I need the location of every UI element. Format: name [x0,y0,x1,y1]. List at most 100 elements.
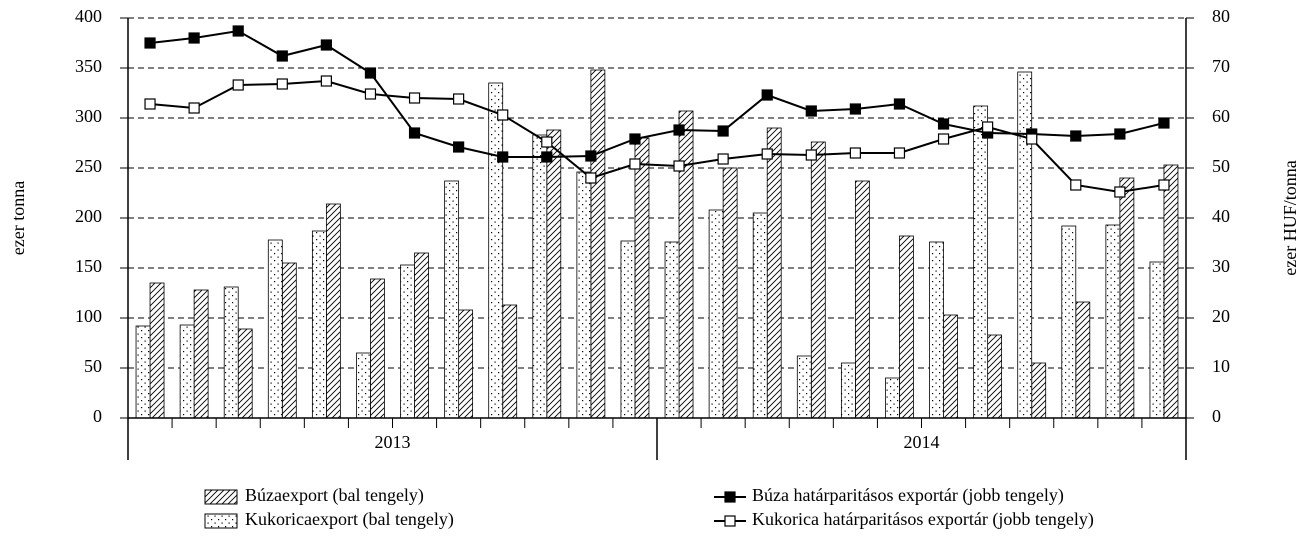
bar [1031,362,1047,419]
y2-tick-label: 40 [1212,206,1230,226]
bar [281,262,297,419]
bar [370,278,385,419]
marker [1114,186,1126,198]
bar [444,180,460,419]
y-tick-label: 100 [75,306,102,326]
bar [810,141,826,419]
bar [590,69,606,419]
marker [408,92,421,104]
marker [541,151,553,163]
marker [364,67,377,79]
y-tick-label: 150 [75,256,102,276]
bar [237,328,253,419]
bar [973,105,989,419]
marker [805,105,817,117]
bar [1061,225,1077,419]
y2-tick-label: 20 [1212,306,1230,326]
marker [497,109,509,121]
marker [541,136,553,148]
bar [458,309,474,419]
marker [497,151,509,163]
bar [840,362,856,419]
marker [761,89,773,101]
y2-tick-label: 70 [1212,56,1230,76]
legend-label: Búza határparitásos exportár (jobb tenge… [752,485,1064,506]
y-tick-label: 50 [84,356,102,376]
bar [532,134,548,419]
y-axis-label: ezer tonna [8,181,28,255]
legend-swatch [204,513,238,529]
y-tick-label: 0 [93,406,102,426]
bar [576,171,592,419]
y2-axis-label: ezer HUF/tonna [1280,160,1300,275]
marker [849,103,861,115]
bar [987,334,1003,419]
legend-label: Búzaexport (bal tengely) [245,485,424,506]
marker [805,149,817,161]
marker [761,148,773,160]
bar [311,230,327,419]
marker [1070,179,1082,191]
y2-tick-label: 80 [1212,6,1230,26]
y-tick-label: 350 [75,56,102,76]
bar [708,209,724,419]
legend-label: Kukorica határparitásos exportár (jobb t… [752,509,1094,530]
y2-tick-label: 10 [1212,356,1230,376]
bar [943,314,958,419]
bar [929,241,944,419]
bar [325,203,341,419]
bar [1119,177,1135,419]
bar [135,325,151,419]
bar [620,240,636,419]
marker [673,124,685,136]
legend-label: Kukoricaexport (bal tengely) [245,509,454,530]
marker [364,88,377,100]
marker [453,141,465,153]
marker [276,50,288,62]
bar [223,286,239,419]
marker [585,150,597,162]
bar [179,324,195,419]
y-tick-label: 200 [75,206,102,226]
bar [766,127,782,419]
marker [188,32,200,44]
bar [1163,164,1179,419]
y2-tick-label: 50 [1212,156,1230,176]
marker [673,160,685,172]
y-tick-label: 400 [75,6,102,26]
marker [849,147,861,159]
y2-tick-label: 30 [1212,256,1230,276]
bar [546,129,562,419]
line [149,29,1165,158]
marker [144,98,156,110]
marker [629,133,641,145]
marker [585,172,597,184]
legend-marker [724,491,736,503]
bar [356,352,371,419]
marker [1158,179,1170,191]
bar [796,355,812,419]
bar [1017,71,1033,419]
bar [400,264,415,419]
marker [1158,117,1170,129]
bar [488,82,504,419]
marker [320,75,332,87]
bar [885,377,900,419]
marker [717,153,729,165]
bar [502,304,518,419]
marker [717,125,729,137]
marker [982,121,994,133]
marker [276,78,288,90]
bar [722,167,738,419]
marker [629,158,641,170]
bar [414,252,429,419]
bar [634,137,650,419]
x-group-label: 2014 [904,432,940,452]
marker [937,118,950,130]
y-tick-label: 300 [75,106,102,126]
legend-marker [724,515,736,527]
marker [320,39,332,51]
marker [1070,130,1082,142]
marker [188,102,200,114]
